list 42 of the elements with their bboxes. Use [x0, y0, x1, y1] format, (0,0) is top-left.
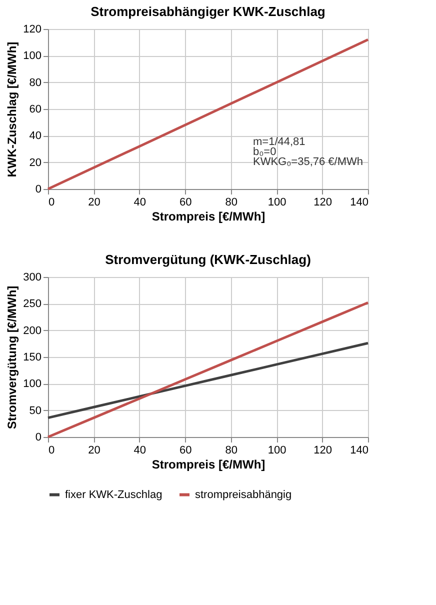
x-tick-label: 60	[180, 196, 192, 208]
annotation: KWKG₀=35,76 €/MWh	[253, 156, 364, 168]
line-series	[46, 342, 370, 420]
x-axis-title: Strompreis [€/MWh]	[152, 458, 266, 472]
annotation: m=1/44,81	[253, 136, 306, 148]
chart-title: Strompreisabhängiger KWK-Zuschlag	[90, 4, 326, 19]
x-tick-label: 140	[350, 196, 368, 208]
y-tick-label: 40	[29, 130, 42, 142]
x-tick-label: 140	[350, 444, 368, 456]
y-axis-title: KWK-Zuschlag [€/MWh]	[5, 42, 20, 178]
y-tick-label: 0	[35, 432, 42, 444]
x-tick-label: 40	[134, 444, 146, 456]
y-tick-label: 50	[29, 404, 42, 417]
x-tick-label: 0	[48, 196, 55, 208]
x-tick-label: 80	[225, 444, 238, 456]
legend-label: strompreisabhängig	[195, 488, 292, 501]
x-tick-label: 20	[88, 444, 100, 456]
y-tick-label: 100	[23, 50, 42, 62]
y-axis-title: Stromvergütung [€/MWh]	[5, 286, 20, 430]
x-axis-title: Strompreis [€/MWh]	[152, 210, 266, 224]
y-tick-label: 120	[23, 24, 42, 36]
y-tick-label: 20	[29, 156, 42, 169]
x-tick-label: 40	[134, 196, 146, 208]
x-tick-label: 20	[88, 196, 100, 208]
x-tick-label: 120	[314, 196, 332, 208]
x-tick-label: 60	[180, 444, 192, 456]
y-tick-label: 250	[23, 298, 42, 310]
x-tick-label: 120	[314, 444, 332, 456]
y-tick-label: 300	[23, 272, 42, 284]
legend-label: fixer KWK-Zuschlag	[65, 488, 162, 501]
y-tick-label: 60	[29, 104, 42, 116]
x-tick-label: 100	[268, 196, 286, 208]
y-tick-label: 150	[23, 352, 42, 364]
y-tick-label: 80	[29, 76, 42, 89]
x-tick-label: 80	[225, 196, 238, 208]
y-tick-label: 200	[23, 324, 42, 337]
y-tick-label: 0	[35, 184, 42, 196]
y-tick-label: 100	[23, 378, 42, 390]
annotation: b₀=0	[253, 146, 276, 158]
chart-title: Stromvergütung (KWK-Zuschlag)	[105, 252, 311, 267]
x-tick-label: 100	[268, 444, 286, 456]
x-tick-label: 0	[48, 444, 55, 456]
